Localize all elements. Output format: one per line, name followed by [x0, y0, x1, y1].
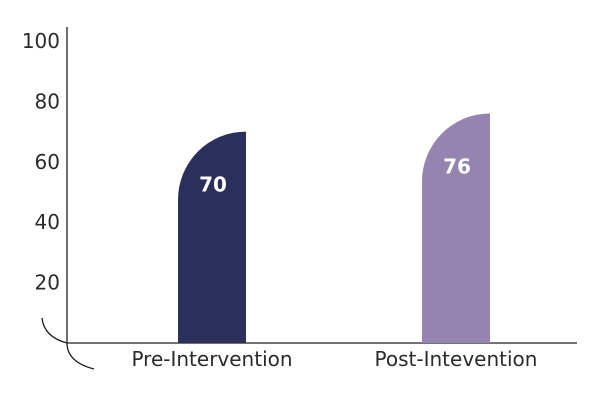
y-tick-label: 60	[35, 150, 60, 174]
y-tick-label: 100	[22, 29, 60, 53]
bars	[178, 113, 490, 343]
axis-corner-curve-lower	[66, 342, 95, 370]
x-tick-labels: Pre-Intervention Post-Intevention	[131, 347, 537, 371]
y-tick-label: 80	[35, 89, 60, 113]
bar-1	[178, 131, 246, 343]
x-tick-label: Post-Intevention	[375, 347, 538, 371]
axis-corner-curve-upper	[41, 317, 68, 344]
y-tick-label: 40	[35, 210, 60, 234]
x-tick-label: Pre-Intervention	[131, 347, 292, 371]
bar-value-label: 70	[199, 173, 227, 197]
y-tick-labels: 20 40 60 80 100	[22, 29, 60, 295]
y-tick-label: 20	[35, 271, 60, 295]
value-labels: 70 76	[199, 154, 471, 196]
bar-2	[422, 113, 490, 343]
bar-value-label: 76	[443, 154, 471, 178]
